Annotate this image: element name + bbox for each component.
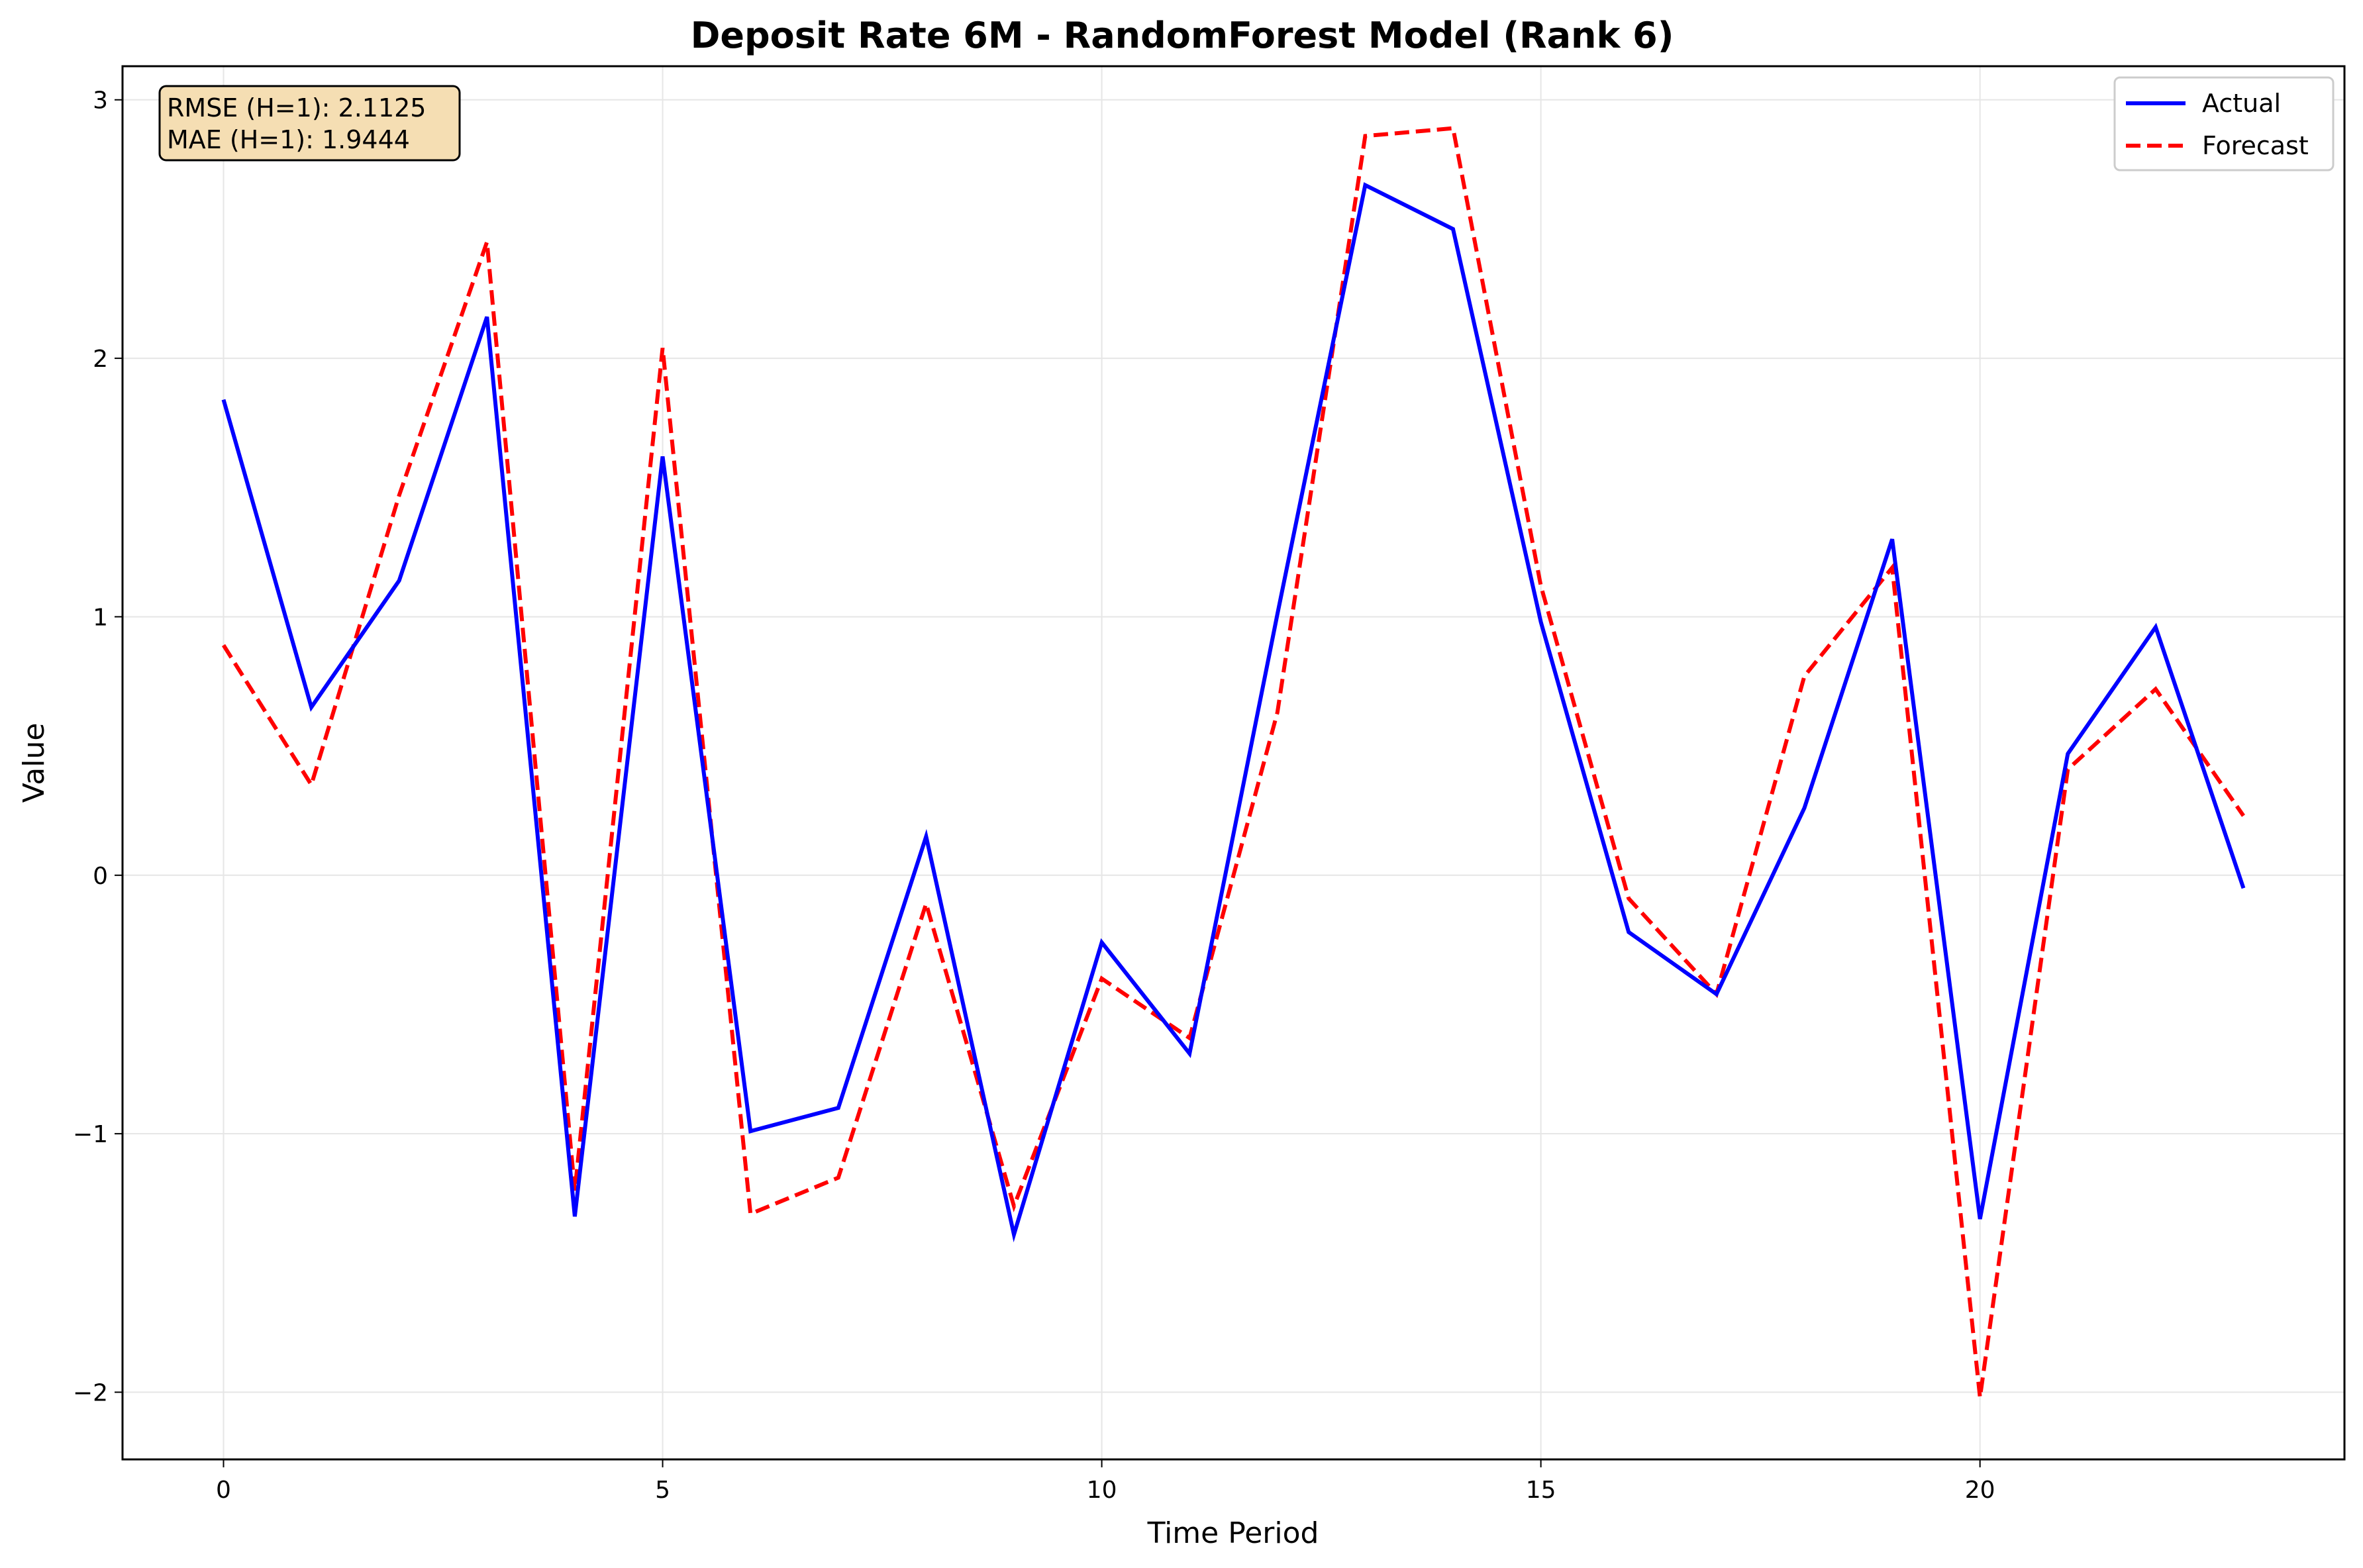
y-tick-label: 2 — [93, 346, 108, 373]
y-tick-label: −2 — [73, 1380, 108, 1407]
x-tick-label: 5 — [655, 1477, 670, 1504]
x-axis-label: Time Period — [1147, 1516, 1319, 1550]
x-tick-label: 10 — [1087, 1477, 1117, 1504]
metrics-box: RMSE (H=1): 2.1125 MAE (H=1): 1.9444 — [158, 85, 461, 162]
metric-mae: MAE (H=1): 1.9444 — [167, 125, 410, 154]
x-tick-label: 0 — [216, 1477, 231, 1504]
x-tick-label: 15 — [1526, 1477, 1556, 1504]
ticks: 0 5 10 15 20 −2 −1 0 1 2 3 — [73, 87, 1995, 1504]
legend-label-forecast: Forecast — [2202, 131, 2309, 160]
y-axis-label: Value — [17, 723, 51, 803]
series-line-forecast — [221, 126, 2245, 1398]
legend: Actual Forecast — [2113, 76, 2335, 172]
y-tick-label: 0 — [93, 863, 108, 890]
y-tick-label: 1 — [93, 604, 108, 631]
y-tick-label: −1 — [73, 1121, 108, 1148]
metrics-box-background — [158, 85, 461, 162]
plot-area-frame — [121, 65, 2346, 1461]
chart-title: Deposit Rate 6M - RandomForest Model (Ra… — [691, 15, 1674, 56]
y-tick-label: 3 — [93, 87, 108, 115]
series-layer — [221, 126, 2246, 1398]
series-line-actual — [221, 182, 2246, 1243]
grid — [123, 66, 2344, 1459]
metric-rmse: RMSE (H=1): 2.1125 — [167, 93, 427, 122]
legend-label-actual: Actual — [2202, 89, 2281, 118]
x-tick-label: 20 — [1965, 1477, 1995, 1504]
